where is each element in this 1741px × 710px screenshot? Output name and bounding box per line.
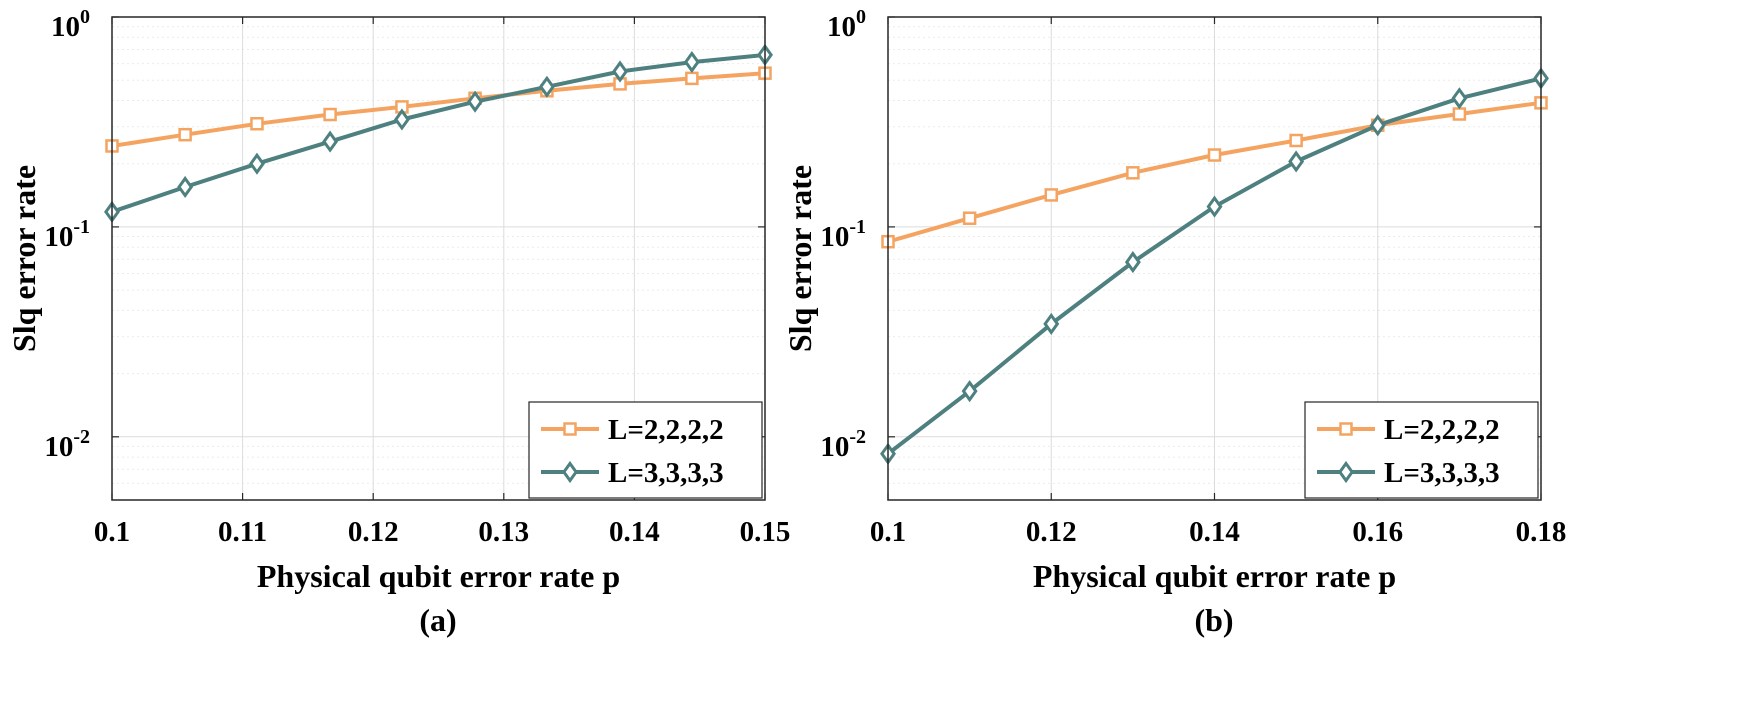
legend-box: [1304, 401, 1539, 499]
legend-label: L=3,3,3,3: [608, 457, 724, 489]
data-point: [1044, 188, 1058, 202]
data-point: [322, 130, 339, 153]
data-point: [393, 108, 410, 131]
data-point: [1452, 107, 1467, 121]
x-tick-label: 0.1: [94, 516, 130, 548]
y-tick-label: 100: [827, 6, 866, 43]
data-point: [467, 90, 484, 113]
data-point: [538, 75, 555, 98]
y-tick-base: 10: [51, 11, 80, 43]
data-point: [1043, 312, 1060, 335]
series-line: [111, 71, 766, 148]
legend-marker: [1338, 460, 1354, 484]
x-tick-label: 0.12: [348, 516, 399, 548]
y-tick-exponent: -2: [849, 426, 866, 448]
y-tick-exponent: 0: [80, 6, 90, 28]
y-tick-exponent: -2: [73, 426, 90, 448]
axes-frame: [111, 16, 766, 501]
legend: L=2,2,2,2 L=3,3,3,3: [528, 401, 763, 499]
legend-box: [528, 401, 763, 499]
data-point: [1126, 166, 1140, 180]
y-tick-base: 10: [827, 11, 856, 43]
series-2: [104, 43, 773, 223]
data-point: [177, 175, 194, 199]
x-tick-label: 0.15: [740, 516, 791, 548]
y-axis-label: Slq error rate: [782, 165, 818, 352]
legend: L=2,2,2,2 L=3,3,3,3: [1304, 401, 1539, 499]
series-1: [105, 66, 772, 153]
y-tick-exponent: -1: [849, 216, 866, 238]
legend-label: L=3,3,3,3: [1384, 457, 1500, 489]
data-point: [612, 60, 629, 83]
y-tick-label: 10-2: [820, 426, 866, 463]
x-tick-label: 0.13: [478, 516, 529, 548]
data-point: [1369, 114, 1386, 137]
panel-caption: (b): [1194, 602, 1233, 638]
data-point: [1289, 133, 1303, 148]
y-tick-base: 10: [820, 221, 849, 253]
legend-label: L=2,2,2,2: [1384, 414, 1500, 446]
x-tick-label: 0.18: [1516, 516, 1567, 548]
data-point: [1451, 87, 1468, 110]
y-tick-base: 10: [820, 431, 849, 463]
legend-label: L=2,2,2,2: [608, 414, 724, 446]
data-point: [178, 127, 192, 142]
x-axis-label: Physical qubit error rate p: [1033, 558, 1396, 594]
data-point: [961, 380, 978, 403]
y-tick-exponent: 0: [856, 6, 866, 28]
legend-marker: [562, 460, 578, 484]
x-tick-label: 0.12: [1026, 516, 1077, 548]
x-axis-label: Physical qubit error rate p: [257, 558, 620, 594]
x-tick-label: 0.16: [1352, 516, 1403, 548]
data-point: [1207, 148, 1222, 162]
legend-marker: [1339, 422, 1353, 436]
y-tick-base: 10: [44, 221, 73, 253]
data-point: [248, 152, 265, 175]
y-tick-base: 10: [44, 431, 73, 463]
x-tick-label: 0.11: [218, 516, 267, 548]
y-tick-label: 10-1: [820, 216, 866, 253]
data-point: [323, 107, 337, 122]
series-line: [111, 52, 766, 214]
x-tick-label: 0.14: [609, 516, 660, 548]
legend-marker: [563, 422, 577, 436]
data-point: [1288, 150, 1305, 173]
data-point: [250, 117, 264, 131]
y-tick-label: 10-1: [44, 216, 90, 253]
chart-panel-a: 0.1 0.11 0.12 0.13 0.14 0.1510-210-1100Physic…: [6, 6, 790, 638]
y-tick-exponent: -1: [73, 216, 90, 238]
data-point: [683, 50, 700, 74]
series-2: [880, 67, 1549, 465]
data-point: [962, 211, 977, 225]
data-point: [1206, 195, 1223, 218]
y-axis-label: Slq error rate: [6, 165, 42, 352]
data-point: [1124, 250, 1141, 274]
data-point: [685, 71, 699, 86]
x-tick-label: 0.14: [1189, 516, 1240, 548]
x-tick-label: 0.1: [870, 516, 906, 548]
y-tick-label: 100: [51, 6, 90, 43]
y-tick-label: 10-2: [44, 426, 90, 463]
panel-caption: (a): [419, 602, 456, 638]
